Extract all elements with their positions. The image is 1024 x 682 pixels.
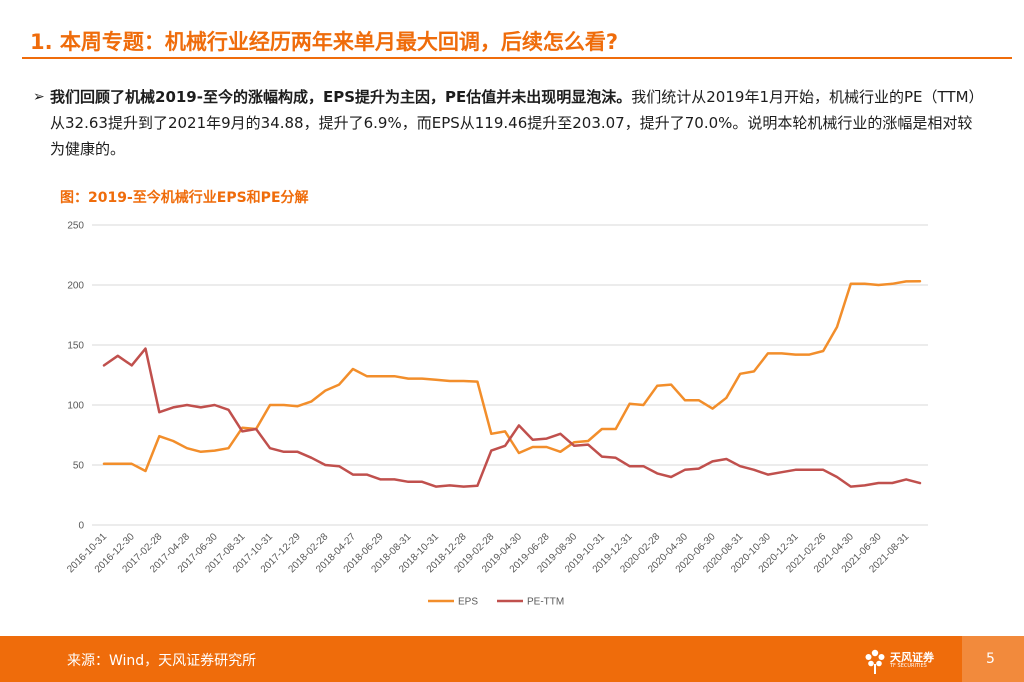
footer-bar [0,636,1024,682]
logo-name: 天风证券 [890,651,934,664]
y-tick-label: 50 [73,461,85,472]
section-title: 1. 本周专题：机械行业经历两年来单月最大回调，后续怎么看? [30,30,619,54]
y-tick-label: 100 [67,401,84,412]
section-heading: 1. 本周专题：机械行业经历两年来单月最大回调，后续怎么看? [22,20,1012,59]
series-line-eps [102,280,922,473]
flower-logo-icon [865,649,885,674]
summary-body: 我们统计从2019年1月开始，机械行业的PE（TTM）从32.63提升到了202… [50,88,977,158]
y-tick-label: 250 [67,221,84,232]
footer-page-tab [962,636,1024,682]
heading-divider [22,57,1012,59]
source-note: 来源：Wind，天风证券研究所 [67,653,257,669]
bullet-arrow-icon: ➢ [33,89,45,105]
chart-title: 图：2019-至今机械行业EPS和PE分解 [60,190,309,206]
logo-subtitle: TF SECURITIES [890,663,927,669]
series-line-pe-ttm [102,347,922,488]
y-tick-label: 0 [78,521,84,532]
company-logo: 天风证券 TF SECURITIES [862,645,952,675]
page-number: 5 [986,651,995,667]
legend-label: EPS [458,597,478,608]
summary-lead: 我们回顾了机械2019-至今的涨幅构成，EPS提升为主因，PE估值并未出现明显泡… [50,88,632,106]
y-tick-label: 200 [67,281,84,292]
line-chart: 0501001502002502016-10-312016-12-302017-… [65,221,928,608]
y-tick-label: 150 [67,341,84,352]
legend-label: PE-TTM [527,597,564,608]
summary-text: 我们回顾了机械2019-至今的涨幅构成，EPS提升为主因，PE估值并未出现明显泡… [50,84,980,162]
